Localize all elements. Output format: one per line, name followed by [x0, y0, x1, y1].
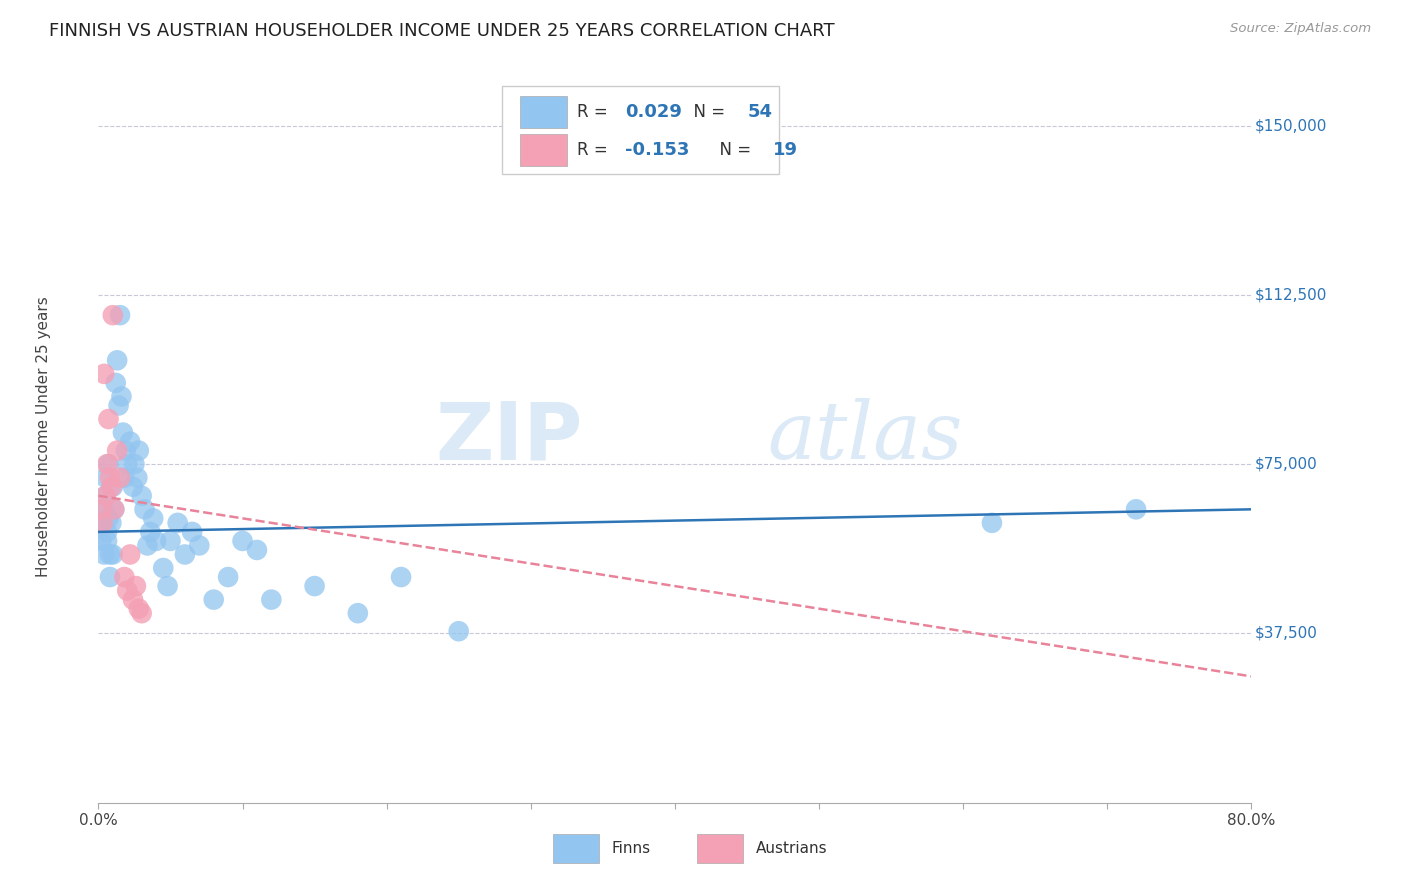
FancyBboxPatch shape — [553, 833, 599, 863]
Point — [96, 533, 118, 548]
Point — [112, 471, 135, 485]
Point — [122, 480, 145, 494]
FancyBboxPatch shape — [520, 96, 567, 128]
Point — [346, 606, 368, 620]
Text: Householder Income Under 25 years: Householder Income Under 25 years — [35, 297, 51, 577]
Point — [101, 480, 124, 494]
Text: 19: 19 — [773, 141, 797, 159]
Point — [174, 548, 197, 562]
Point — [166, 516, 188, 530]
Point — [260, 592, 283, 607]
Text: N =: N = — [710, 141, 756, 159]
Point — [105, 353, 128, 368]
Point — [98, 570, 121, 584]
Point — [98, 548, 121, 562]
Point — [94, 489, 117, 503]
Point — [389, 570, 412, 584]
Point — [108, 471, 131, 485]
Point — [101, 548, 124, 562]
Text: -0.153: -0.153 — [626, 141, 690, 159]
Point — [112, 570, 135, 584]
FancyBboxPatch shape — [502, 86, 779, 174]
Text: Finns: Finns — [612, 840, 651, 855]
Point — [96, 457, 118, 471]
Text: $75,000: $75,000 — [1254, 457, 1317, 472]
Point — [98, 471, 121, 485]
Point — [93, 367, 115, 381]
Point — [181, 524, 204, 539]
Point — [94, 471, 117, 485]
Point — [93, 502, 115, 516]
Point — [111, 425, 134, 440]
Point — [127, 471, 149, 485]
Point — [97, 412, 120, 426]
Point — [104, 376, 127, 390]
Point — [134, 502, 156, 516]
Text: Source: ZipAtlas.com: Source: ZipAtlas.com — [1230, 22, 1371, 36]
Point — [246, 543, 269, 558]
Point — [96, 524, 118, 539]
Point — [108, 308, 131, 322]
Point — [122, 592, 145, 607]
Text: R =: R = — [576, 103, 613, 121]
Point — [156, 579, 179, 593]
Point — [124, 457, 146, 471]
FancyBboxPatch shape — [520, 134, 567, 166]
Point — [100, 516, 122, 530]
FancyBboxPatch shape — [697, 833, 742, 863]
Point — [91, 516, 114, 530]
Point — [128, 443, 150, 458]
Text: 0.029: 0.029 — [626, 103, 682, 121]
Point — [120, 548, 142, 562]
Point — [120, 434, 142, 449]
Text: R =: R = — [576, 141, 613, 159]
Point — [90, 502, 112, 516]
Point — [131, 489, 153, 503]
Point — [159, 533, 181, 548]
Text: atlas: atlas — [768, 399, 963, 475]
Point — [117, 457, 139, 471]
Point — [105, 443, 128, 458]
Point — [231, 533, 254, 548]
Point — [101, 308, 124, 322]
Point — [981, 516, 1004, 530]
Point — [91, 516, 114, 530]
Point — [103, 502, 125, 516]
Point — [125, 579, 148, 593]
Point — [136, 538, 159, 552]
Point — [94, 489, 117, 503]
Point — [90, 533, 112, 548]
Point — [152, 561, 174, 575]
Text: FINNISH VS AUSTRIAN HOUSEHOLDER INCOME UNDER 25 YEARS CORRELATION CHART: FINNISH VS AUSTRIAN HOUSEHOLDER INCOME U… — [49, 22, 835, 40]
Point — [217, 570, 239, 584]
Text: ZIP: ZIP — [436, 398, 582, 476]
Point — [202, 592, 225, 607]
Point — [1125, 502, 1147, 516]
Text: $37,500: $37,500 — [1254, 626, 1317, 641]
Text: 54: 54 — [748, 103, 772, 121]
Point — [128, 601, 150, 615]
Point — [117, 583, 139, 598]
Point — [447, 624, 470, 639]
Point — [131, 606, 153, 620]
Text: N =: N = — [683, 103, 730, 121]
Point — [110, 389, 132, 403]
Point — [139, 524, 162, 539]
Text: $150,000: $150,000 — [1254, 118, 1327, 133]
Point — [142, 511, 165, 525]
Point — [188, 538, 211, 552]
Point — [97, 511, 120, 525]
Point — [114, 443, 136, 458]
Point — [103, 502, 125, 516]
Text: $112,500: $112,500 — [1254, 287, 1327, 302]
Point — [107, 399, 129, 413]
Point — [145, 533, 167, 548]
Point — [97, 457, 120, 471]
Text: Austrians: Austrians — [755, 840, 827, 855]
Point — [304, 579, 326, 593]
Point — [100, 480, 122, 494]
Point — [93, 548, 115, 562]
